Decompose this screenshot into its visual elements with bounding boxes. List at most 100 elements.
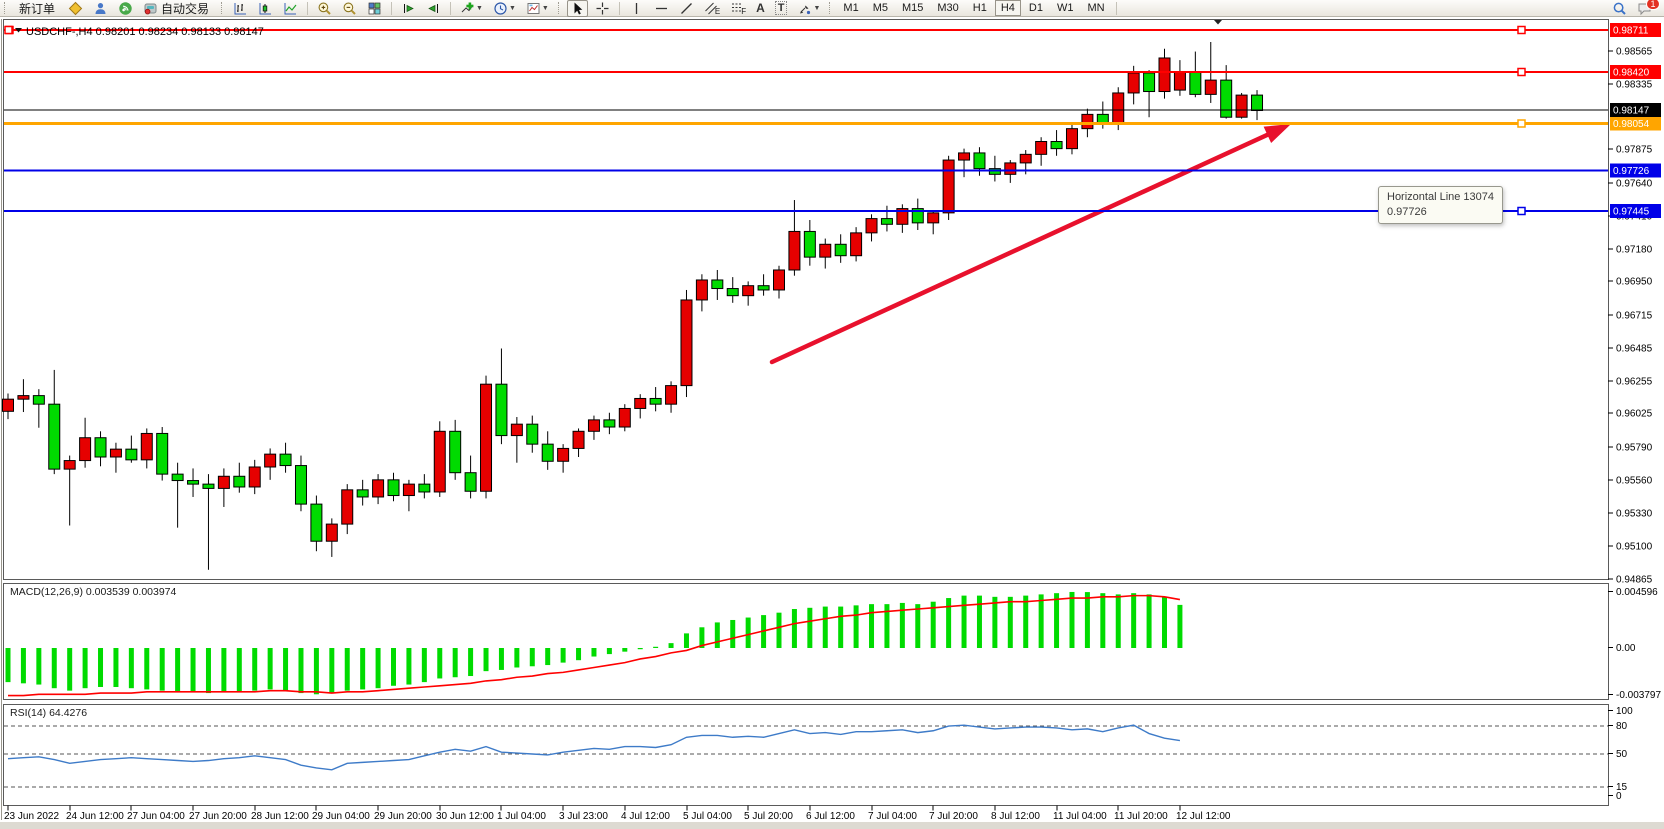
channel-tool-button[interactable]: E	[701, 0, 723, 17]
time-axis-label: 27 Jun 04:00	[127, 811, 185, 822]
line-handle[interactable]	[1517, 206, 1526, 216]
toolbar-grip[interactable]	[557, 2, 561, 14]
candle-body	[109, 448, 122, 458]
time-axis-label: 24 Jun 12:00	[66, 811, 124, 822]
time-axis-label: 1 Jul 04:00	[497, 811, 546, 822]
fibonacci-tool-button[interactable]: F	[727, 0, 749, 17]
time-axis-label: 5 Jul 20:00	[744, 811, 793, 822]
time-axis-label: 7 Jul 04:00	[868, 811, 917, 822]
macd-histogram-bar	[252, 648, 258, 691]
arrows-tool-button[interactable]: ▼	[794, 0, 823, 17]
tile-windows-button[interactable]	[364, 0, 385, 17]
search-icon	[1613, 2, 1626, 15]
toolbar-grip[interactable]	[4, 2, 7, 14]
metaeditor-button[interactable]	[65, 0, 86, 17]
candle-body	[79, 437, 92, 462]
line-chart-button[interactable]	[280, 0, 301, 17]
macd-histogram-bar	[82, 648, 88, 689]
macd-histogram-bar	[668, 643, 674, 648]
macd-histogram-bar	[807, 607, 813, 648]
line-handle[interactable]	[4, 25, 13, 35]
timeframe-m5-button[interactable]: M5	[872, 2, 888, 14]
candle-body	[557, 447, 570, 462]
bar-chart-button[interactable]	[230, 0, 251, 17]
text-tool-button[interactable]: A	[753, 0, 768, 17]
candlestick-chart-button[interactable]	[255, 0, 276, 17]
macd-axis-label: 0.00	[1616, 643, 1636, 654]
macd-panel[interactable]	[3, 583, 1609, 700]
autotrading-button[interactable]: 自动交易	[140, 0, 215, 17]
candle-body	[94, 437, 107, 458]
timeframe-m30-button[interactable]: M30	[937, 2, 959, 14]
periods-button[interactable]: ▼	[490, 0, 519, 17]
price-badge-label: 0.98711	[1613, 26, 1649, 37]
chart-shift-button[interactable]	[423, 0, 444, 17]
candle-body	[125, 448, 138, 461]
macd-histogram-bar	[637, 648, 643, 650]
line-handle[interactable]	[1517, 25, 1526, 35]
price-badge	[1610, 103, 1661, 117]
price-badge-label: 0.98147	[1613, 106, 1650, 117]
search-button[interactable]	[1609, 0, 1630, 17]
trendline-tool-button[interactable]	[676, 0, 697, 17]
community-button[interactable]	[90, 0, 111, 17]
candle-body	[264, 453, 277, 468]
macd-histogram-bar	[452, 648, 458, 678]
symbol-dropdown-marker[interactable]	[15, 28, 22, 33]
macd-histogram-bar	[529, 648, 535, 667]
macd-histogram-bar	[375, 648, 381, 689]
rsi-panel[interactable]	[3, 704, 1609, 806]
zoom-in-button[interactable]	[314, 0, 335, 17]
candle-body	[1189, 71, 1202, 95]
timeframe-h4-button[interactable]: H4	[994, 0, 1021, 16]
macd-histogram-bar	[915, 604, 921, 648]
toolbar-grip[interactable]	[221, 2, 224, 14]
macd-histogram-bar	[1146, 594, 1152, 648]
timeframe-mn-button[interactable]: MN	[1087, 2, 1105, 14]
timeframe-m15-button[interactable]: M15	[901, 2, 924, 14]
candle-body	[387, 479, 400, 497]
macd-histogram-bar	[5, 648, 11, 683]
cursor-icon	[574, 2, 583, 14]
notifications-button[interactable]: 1	[1634, 0, 1660, 17]
price-axis-label: 0.95560	[1616, 476, 1653, 487]
timeframe-group: M1 M5 M15 M30 H1 H4 D1 W1 MN	[836, 0, 1111, 16]
candle-body	[1112, 92, 1125, 124]
cursor-tool-button[interactable]	[566, 0, 588, 17]
timeframe-m1-button[interactable]: M1	[843, 2, 859, 14]
macd-histogram-bar	[591, 648, 597, 657]
candle-body	[1081, 113, 1094, 130]
timeframe-h1-button[interactable]: H1	[972, 2, 987, 14]
vertical-line-tool-button[interactable]	[626, 0, 647, 17]
new-order-button[interactable]: 新订单	[13, 0, 61, 17]
timeframe-w1-button[interactable]: W1	[1056, 2, 1074, 14]
text-label-icon: T	[774, 1, 788, 15]
line-handle[interactable]	[1517, 67, 1526, 77]
toolbar-grip[interactable]	[829, 2, 832, 14]
candle-body	[757, 285, 770, 291]
macd-histogram-bar	[20, 648, 26, 684]
window-bottom-edge	[0, 822, 1664, 829]
crosshair-tool-button[interactable]	[592, 0, 613, 17]
text-label-tool-button[interactable]: T	[772, 0, 791, 17]
macd-histogram-bar	[329, 648, 335, 694]
signals-button[interactable]	[115, 0, 136, 17]
macd-histogram-bar	[576, 648, 582, 661]
candle-body	[310, 503, 323, 542]
line-handle[interactable]	[1517, 119, 1526, 128]
timeframe-d1-button[interactable]: D1	[1028, 2, 1043, 14]
trend-arrow-head[interactable]	[1263, 124, 1291, 144]
macd-histogram-bar	[946, 598, 952, 648]
auto-scroll-button[interactable]	[398, 0, 419, 17]
templates-button[interactable]: ▼	[523, 0, 552, 17]
candle-body	[526, 423, 539, 445]
macd-histogram-bar	[406, 648, 412, 685]
time-axis-label: 11 Jul 04:00	[1053, 811, 1107, 822]
horizontal-line-tool-button[interactable]	[651, 0, 672, 17]
time-axis-label: 23 Jun 2022	[4, 811, 59, 822]
candle-body	[850, 232, 863, 257]
main-chart-panel[interactable]	[3, 19, 1609, 580]
indicators-button[interactable]: ▼	[457, 0, 486, 17]
zoom-out-button[interactable]	[339, 0, 360, 17]
